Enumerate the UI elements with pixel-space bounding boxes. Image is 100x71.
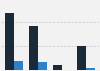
Bar — [86, 68, 95, 70]
Bar — [77, 46, 86, 70]
Bar — [5, 13, 14, 70]
Bar — [38, 62, 47, 70]
Bar — [14, 61, 23, 70]
Bar — [53, 65, 62, 70]
Bar — [29, 26, 38, 70]
